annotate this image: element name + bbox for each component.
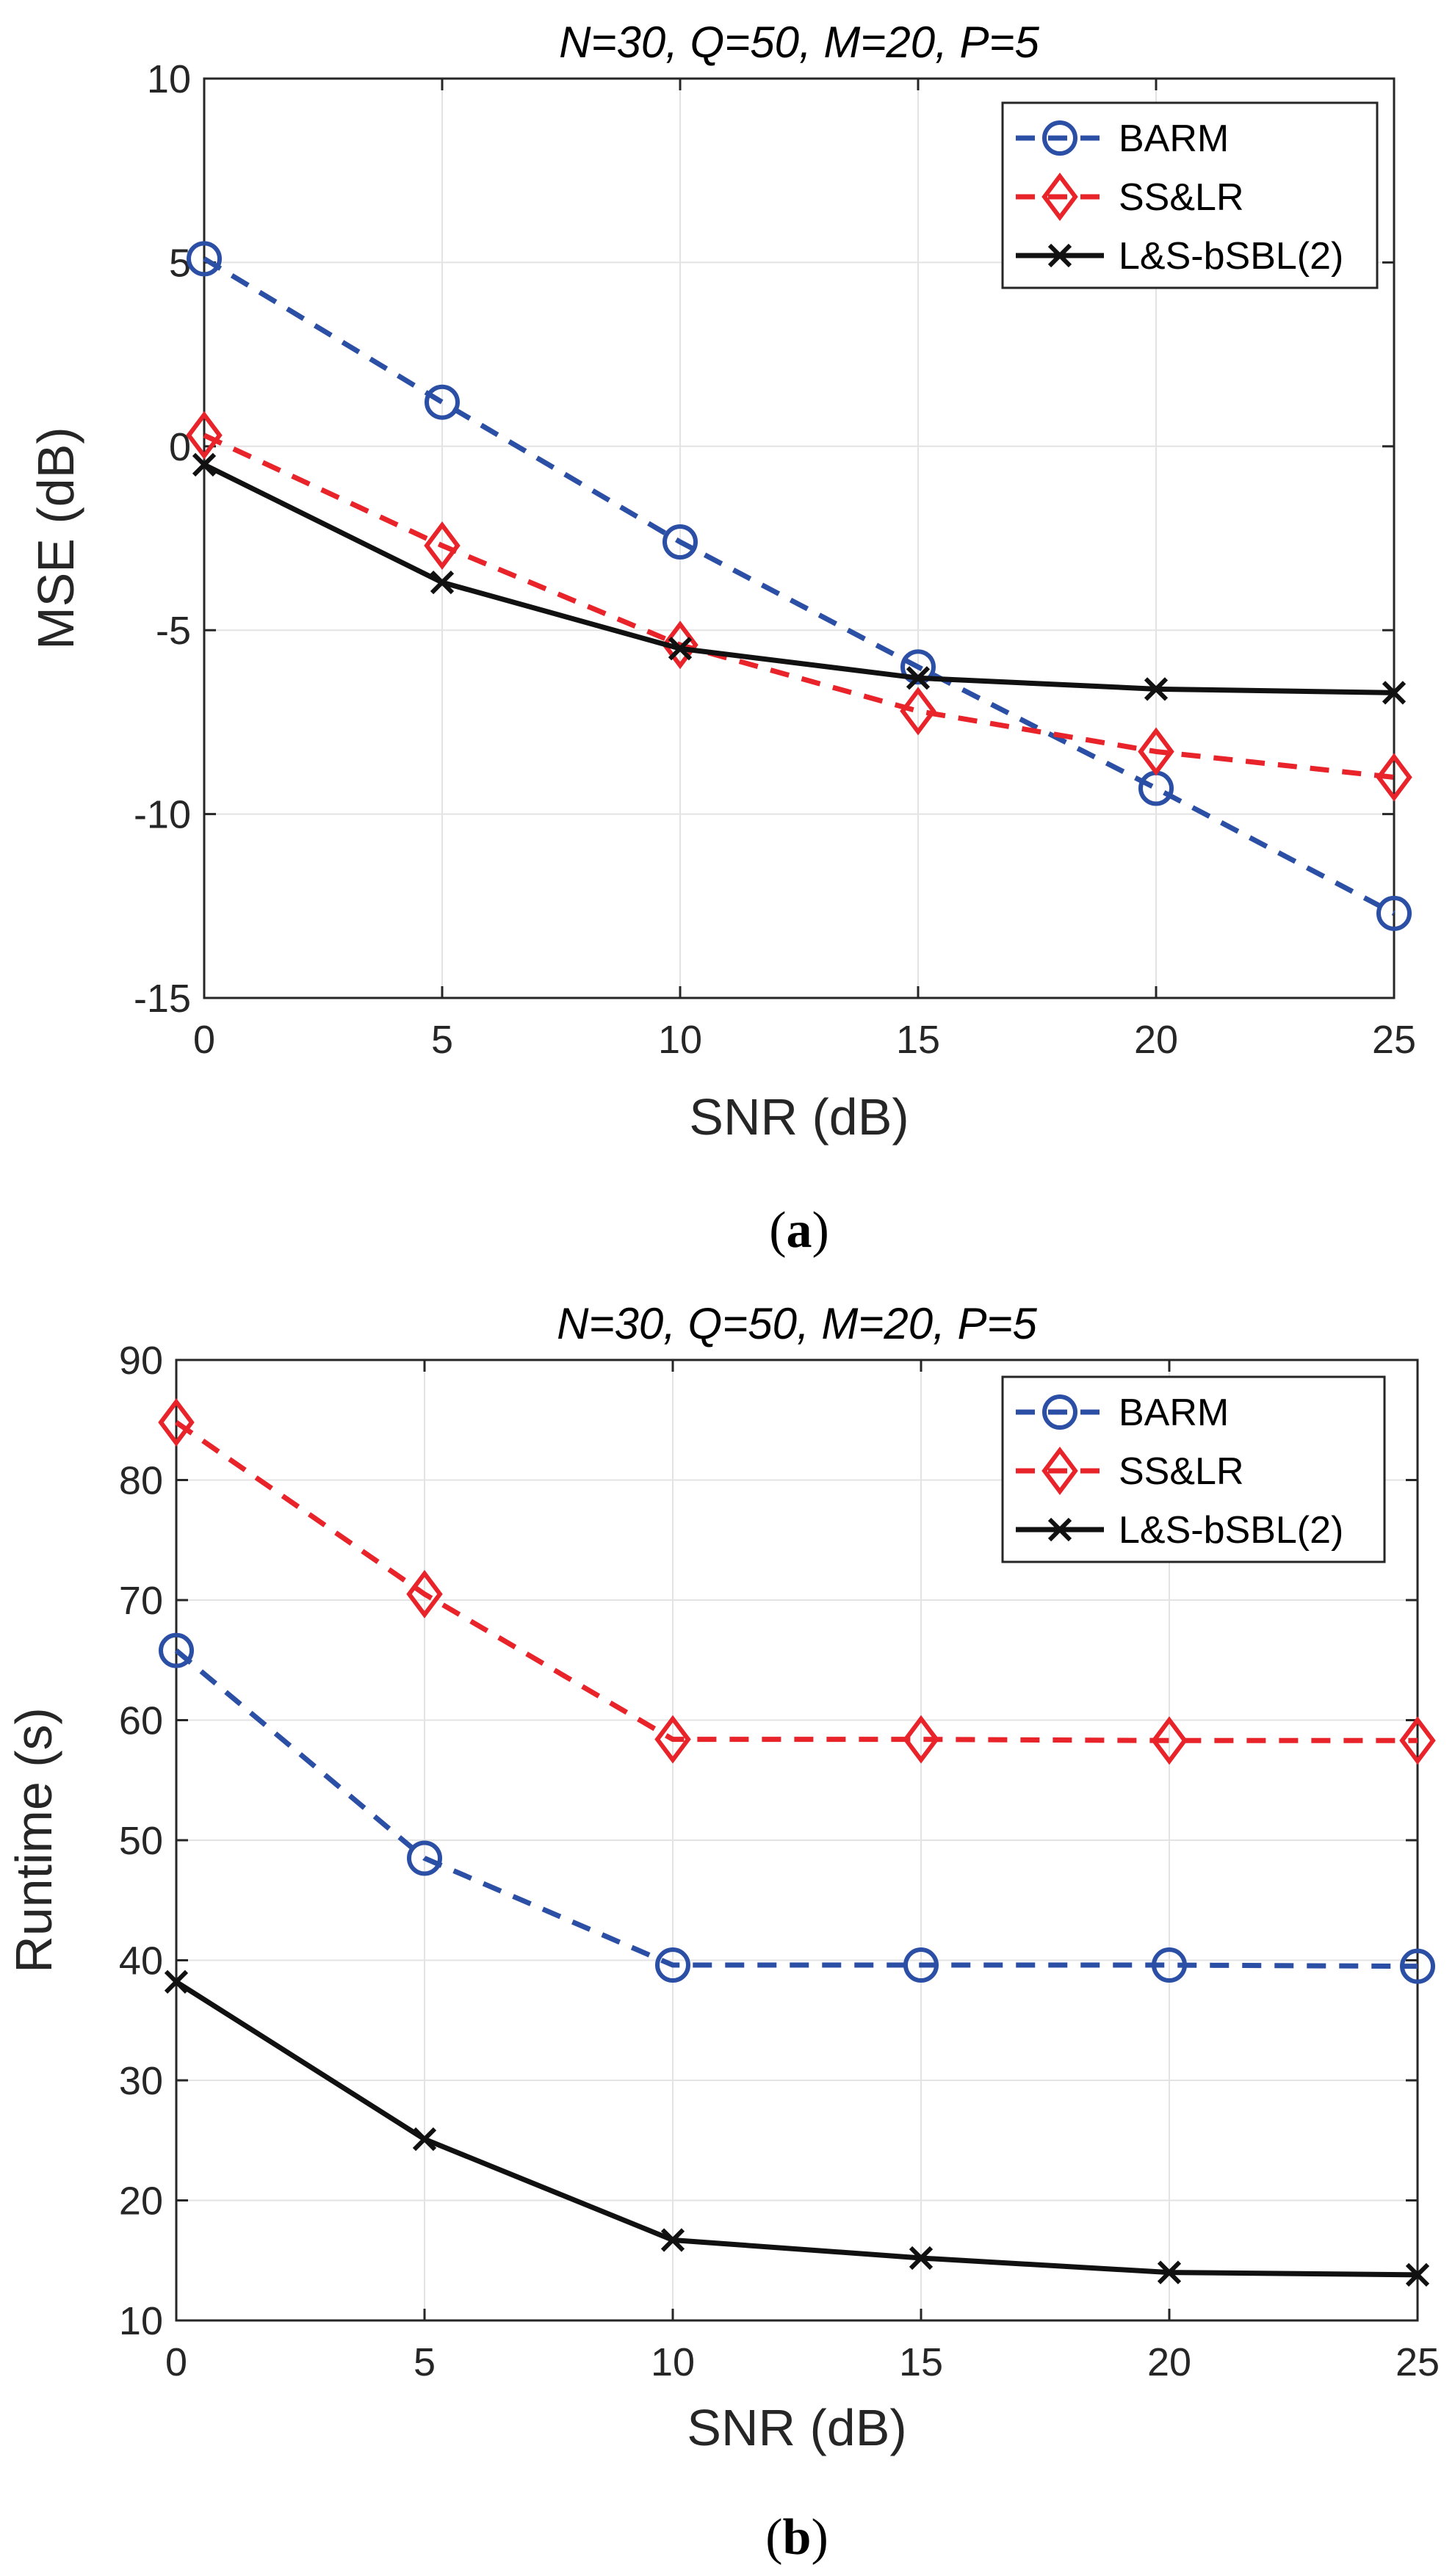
data-point [900, 687, 936, 736]
data-point [655, 1947, 690, 1983]
data-point [164, 1969, 189, 1994]
data-point [407, 1840, 442, 1876]
data-point [909, 2246, 934, 2271]
x-axis-label: SNR (dB) [687, 2399, 906, 2456]
data-point [660, 2228, 685, 2252]
series-SS&LR [186, 410, 1412, 802]
data-point [1152, 1947, 1187, 1983]
data-point [1382, 681, 1407, 705]
data-point [1151, 1716, 1188, 1765]
data-point [186, 410, 223, 460]
data-point [1399, 1716, 1436, 1765]
legend-marker [1041, 173, 1078, 221]
chart-2: 0 5 10 15 20 25 10 20 30 40 50 60 70 80 90 N=30, Q=50, … [5, 1299, 1440, 2566]
data-point [430, 570, 455, 595]
y-tick-label: 50 [119, 1819, 163, 1863]
x-tick-label: 25 [1396, 2340, 1440, 2384]
y-tick-label: -5 [156, 609, 191, 653]
data-point [424, 521, 461, 571]
x-tick-label: 20 [1134, 1018, 1178, 1062]
data-point [1138, 727, 1174, 776]
series-line [203, 256, 1396, 916]
y-tick-label: 10 [147, 57, 191, 101]
panel-caption: (b) [765, 2509, 828, 2566]
legend-label: BARM [1119, 1392, 1229, 1434]
legend-marker [1042, 120, 1077, 156]
series-SS&LR [158, 1398, 1436, 1765]
x-tick-label: 5 [431, 1018, 453, 1062]
y-tick-label: 60 [119, 1699, 163, 1743]
data-point [1376, 895, 1412, 931]
x-tick-label: 25 [1372, 1018, 1416, 1062]
series-line [174, 1648, 1418, 1969]
y-axis-label: Runtime (s) [5, 1707, 62, 1973]
data-point [1405, 2262, 1430, 2287]
legend-label: L&S-bSBL(2) [1119, 235, 1343, 278]
legend-marker [1047, 243, 1072, 268]
panel-caption: (a) [769, 1202, 829, 1259]
data-point [1376, 753, 1412, 802]
legend-label: SS&LR [1119, 176, 1244, 219]
y-tick-label: 30 [119, 2059, 163, 2103]
chart-title: N=30, Q=50, M=20, P=5 [559, 18, 1039, 67]
x-tick-label: 0 [193, 1018, 215, 1062]
legend-marker [1047, 1517, 1072, 1542]
legend-marker [1042, 1394, 1077, 1430]
data-point [1144, 677, 1169, 701]
x-tick-label: 10 [658, 1018, 702, 1062]
series-line [175, 1420, 1418, 1743]
x-axis-label: SNR (dB) [689, 1088, 909, 1146]
legend-label: L&S-bSBL(2) [1119, 1509, 1343, 1552]
y-tick-label: 80 [119, 1459, 163, 1503]
x-tick-label: 15 [899, 2340, 943, 2384]
x-tick-label: 20 [1147, 2340, 1191, 2384]
y-axis-label: MSE (dB) [27, 427, 84, 649]
data-point [654, 1715, 691, 1764]
y-tick-label: -10 [134, 793, 191, 837]
y-tick-label: 90 [119, 1339, 163, 1383]
series-line [203, 433, 1395, 780]
data-point [192, 452, 217, 477]
legend: BARM SS&LR L&S-bSBL(2) [1001, 101, 1379, 289]
legend-label: SS&LR [1119, 1450, 1244, 1493]
data-point [662, 621, 698, 670]
legend-marker [1041, 1447, 1078, 1495]
series-BARM [159, 1632, 1435, 1984]
data-point [412, 2127, 437, 2152]
data-point [903, 1715, 939, 1764]
y-tick-label: 40 [119, 1939, 163, 1983]
data-point [159, 1632, 194, 1668]
x-tick-label: 15 [896, 1018, 940, 1062]
series-L&S-bSBL(2) [192, 452, 1407, 705]
legend: BARM SS&LR L&S-bSBL(2) [1001, 1375, 1386, 1563]
x-tick-label: 0 [165, 2340, 187, 2384]
data-point [1157, 2260, 1182, 2284]
y-tick-label: -15 [134, 977, 191, 1021]
series-line [175, 1979, 1418, 2278]
y-tick-label: 70 [119, 1579, 163, 1623]
data-point [903, 1947, 939, 1983]
data-point [900, 649, 936, 685]
data-point [158, 1398, 195, 1447]
data-point [406, 1569, 443, 1618]
data-point [662, 524, 698, 560]
series-L&S-bSBL(2) [164, 1969, 1430, 2287]
data-point [425, 384, 460, 420]
chart-title: N=30, Q=50, M=20, P=5 [557, 1299, 1037, 1348]
series-line [203, 462, 1395, 695]
legend-label: BARM [1119, 117, 1229, 160]
x-tick-label: 10 [651, 2340, 695, 2384]
y-tick-label: 10 [119, 2299, 163, 2343]
x-tick-label: 5 [414, 2340, 436, 2384]
data-point [187, 241, 222, 277]
y-tick-label: 0 [169, 425, 191, 469]
data-point [906, 666, 931, 690]
y-tick-label: 20 [119, 2179, 163, 2224]
axes-frame [203, 77, 1396, 999]
data-point [668, 637, 693, 661]
data-point [1400, 1948, 1435, 1984]
